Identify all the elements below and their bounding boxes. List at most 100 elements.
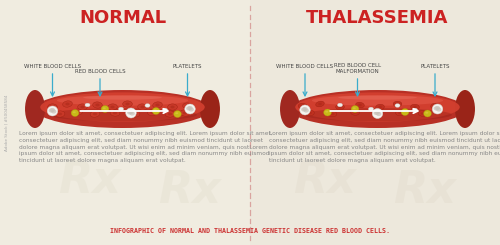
- Ellipse shape: [126, 103, 130, 105]
- Ellipse shape: [308, 112, 312, 114]
- Ellipse shape: [113, 111, 117, 114]
- Ellipse shape: [138, 104, 147, 110]
- Ellipse shape: [295, 92, 460, 122]
- Ellipse shape: [133, 113, 137, 115]
- Ellipse shape: [433, 105, 437, 107]
- Ellipse shape: [154, 109, 157, 111]
- Ellipse shape: [188, 107, 194, 112]
- Ellipse shape: [312, 95, 443, 106]
- Ellipse shape: [57, 95, 188, 106]
- Ellipse shape: [110, 106, 114, 108]
- Ellipse shape: [356, 102, 364, 108]
- Text: WHITE BLOOD CELLS: WHITE BLOOD CELLS: [276, 64, 334, 69]
- Ellipse shape: [93, 113, 97, 115]
- Ellipse shape: [50, 108, 55, 112]
- Ellipse shape: [316, 101, 324, 107]
- Ellipse shape: [336, 104, 344, 110]
- Ellipse shape: [80, 106, 84, 108]
- Ellipse shape: [165, 111, 175, 117]
- Ellipse shape: [140, 106, 144, 108]
- Ellipse shape: [92, 102, 102, 108]
- Ellipse shape: [174, 110, 182, 118]
- Ellipse shape: [152, 108, 160, 114]
- Ellipse shape: [396, 110, 404, 116]
- Ellipse shape: [148, 109, 158, 116]
- Ellipse shape: [290, 90, 465, 128]
- Ellipse shape: [48, 104, 58, 110]
- Ellipse shape: [47, 106, 58, 116]
- Ellipse shape: [78, 104, 88, 110]
- Ellipse shape: [168, 104, 177, 110]
- Ellipse shape: [182, 103, 192, 109]
- Ellipse shape: [122, 101, 132, 107]
- Ellipse shape: [358, 104, 362, 106]
- Ellipse shape: [432, 104, 443, 114]
- Ellipse shape: [40, 92, 205, 122]
- Ellipse shape: [352, 107, 356, 109]
- Ellipse shape: [170, 106, 174, 108]
- Ellipse shape: [395, 104, 400, 107]
- Ellipse shape: [430, 103, 440, 109]
- Ellipse shape: [338, 106, 342, 108]
- Ellipse shape: [85, 103, 90, 107]
- Ellipse shape: [156, 104, 160, 106]
- Ellipse shape: [372, 109, 383, 119]
- Ellipse shape: [51, 110, 57, 114]
- Ellipse shape: [145, 104, 150, 107]
- Ellipse shape: [130, 111, 140, 117]
- Ellipse shape: [180, 110, 190, 116]
- Ellipse shape: [338, 103, 342, 107]
- Ellipse shape: [90, 111, 100, 117]
- FancyBboxPatch shape: [0, 0, 250, 245]
- Ellipse shape: [62, 101, 72, 107]
- Ellipse shape: [102, 107, 106, 109]
- Ellipse shape: [150, 111, 154, 114]
- Ellipse shape: [110, 110, 120, 116]
- Ellipse shape: [71, 110, 79, 116]
- Ellipse shape: [328, 111, 337, 117]
- Ellipse shape: [183, 111, 187, 114]
- Ellipse shape: [175, 112, 178, 114]
- Ellipse shape: [436, 107, 442, 112]
- Ellipse shape: [25, 90, 45, 128]
- Ellipse shape: [368, 107, 374, 111]
- Ellipse shape: [76, 110, 80, 113]
- Text: RED BLOOD CELLS: RED BLOOD CELLS: [74, 69, 126, 74]
- Ellipse shape: [351, 106, 359, 112]
- Ellipse shape: [35, 90, 210, 128]
- Ellipse shape: [188, 106, 192, 110]
- Ellipse shape: [186, 106, 192, 110]
- Ellipse shape: [373, 111, 382, 116]
- Ellipse shape: [118, 107, 124, 111]
- Ellipse shape: [72, 111, 76, 113]
- Ellipse shape: [72, 109, 83, 115]
- Text: WHITE BLOOD CELLS: WHITE BLOOD CELLS: [24, 64, 81, 69]
- Ellipse shape: [376, 112, 380, 115]
- Ellipse shape: [200, 90, 220, 128]
- Ellipse shape: [280, 90, 300, 128]
- Ellipse shape: [186, 105, 190, 107]
- Ellipse shape: [300, 105, 304, 107]
- Text: Rx: Rx: [294, 159, 356, 201]
- Ellipse shape: [412, 108, 418, 112]
- Text: NORMAL: NORMAL: [79, 9, 166, 27]
- Ellipse shape: [130, 111, 135, 116]
- Ellipse shape: [375, 110, 380, 115]
- Ellipse shape: [350, 110, 360, 115]
- Ellipse shape: [50, 106, 54, 108]
- Text: Rx: Rx: [58, 159, 122, 201]
- Ellipse shape: [302, 107, 308, 111]
- Ellipse shape: [353, 111, 357, 114]
- Ellipse shape: [376, 112, 382, 116]
- Ellipse shape: [83, 96, 162, 100]
- Text: INFOGRAPHIC OF NORMAL AND THALASSEMIA GENETIC DISEASE RED BLOOD CELLS.: INFOGRAPHIC OF NORMAL AND THALASSEMIA GE…: [110, 228, 390, 234]
- Ellipse shape: [455, 90, 475, 128]
- Ellipse shape: [96, 104, 100, 106]
- Ellipse shape: [398, 112, 402, 114]
- Ellipse shape: [300, 105, 310, 115]
- Ellipse shape: [418, 111, 427, 116]
- Ellipse shape: [413, 106, 417, 108]
- Ellipse shape: [338, 96, 417, 100]
- Ellipse shape: [318, 103, 322, 105]
- Ellipse shape: [127, 110, 132, 115]
